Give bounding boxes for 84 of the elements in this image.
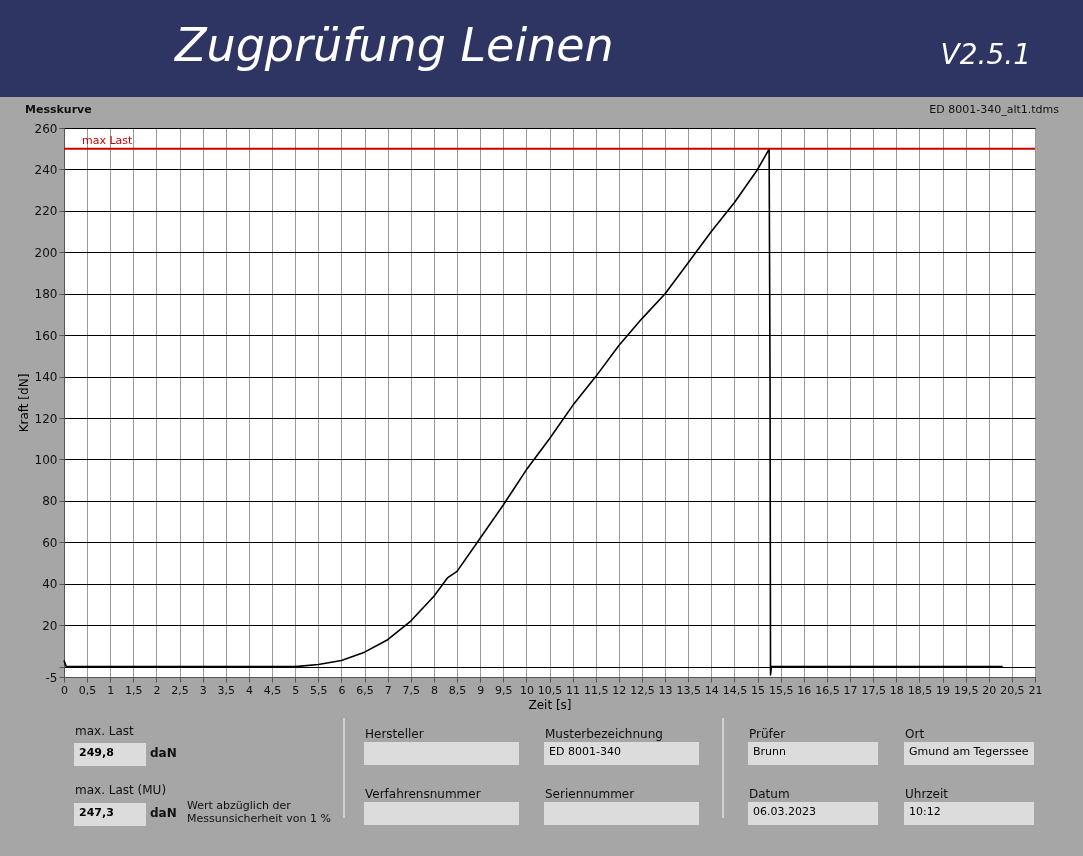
text: 247,3 [74, 803, 146, 826]
x-tick-label: 7 [384, 683, 392, 697]
text: max. Last (MU) [75, 783, 167, 797]
y-tick-label: 80 [42, 494, 58, 509]
text: 249,8 [74, 743, 146, 766]
x-tick-label: 2,5 [171, 683, 189, 697]
text: Messkurve [25, 103, 92, 116]
y-tick-label: 260 [34, 121, 58, 136]
text: 06.03.2023 [748, 802, 878, 825]
x-tick-label: 6,5 [356, 683, 374, 697]
x-tick-label: 14,5 [722, 683, 748, 697]
y-tick-label: 120 [34, 411, 58, 426]
x-axis-title: Zeit [s] [528, 697, 572, 712]
y-tick-label: 160 [34, 328, 58, 343]
x-tick-label: 9,5 [495, 683, 513, 697]
x-tick-label: 5,5 [310, 683, 328, 697]
x-tick-label: 19 [936, 683, 951, 697]
x-tick-label: 5 [292, 683, 300, 697]
y-tick-label: 180 [34, 287, 58, 302]
x-tick-label: 1,5 [125, 683, 143, 697]
x-tick-label: 0 [61, 683, 68, 697]
text: ED 8001-340 [544, 742, 699, 765]
x-tick-label: 10 [519, 683, 534, 697]
y-tick-label: 20 [42, 618, 58, 633]
x-tick-label: 1 [107, 683, 115, 697]
x-tick-label: 17 [843, 683, 858, 697]
y-tick-label: 220 [34, 204, 58, 219]
x-tick-label: 18 [889, 683, 904, 697]
x-tick-label: 17,5 [861, 683, 886, 697]
x-tick-label: 19,5 [953, 683, 979, 697]
x-tick-label: 6 [338, 683, 346, 697]
ref-line-label: max Last [82, 133, 134, 147]
y-tick-label: 60 [42, 535, 58, 550]
x-tick-label: 12 [612, 683, 627, 697]
x-tick-label: 9 [477, 683, 485, 697]
y-axis-title: Kraft [dN] [16, 373, 31, 433]
y-tick-label: 200 [34, 245, 58, 260]
text: ED 8001-340_alt1.tdms [929, 103, 1059, 116]
y-tick-label: 100 [34, 452, 58, 467]
chart-title: Zugprüfung Leinen [175, 18, 614, 72]
x-tick-label: 8 [430, 683, 438, 697]
text: Seriennummer [545, 787, 635, 801]
chart-subtitle: V2.5.1 [940, 38, 1031, 71]
text: max. Last [75, 724, 134, 738]
x-tick-label: 15 [751, 683, 766, 697]
text: Datum [749, 787, 790, 801]
x-tick-label: 14 [704, 683, 719, 697]
x-tick-label: 18,5 [907, 683, 933, 697]
y-tick-label: 140 [34, 370, 58, 385]
x-tick-label: 8,5 [448, 683, 467, 697]
x-tick-label: 16 [797, 683, 812, 697]
text: Uhrzeit [905, 787, 949, 801]
text: Musterbezeichnung [545, 727, 663, 741]
x-tick-label: 10,5 [537, 683, 563, 697]
x-tick-label: 20 [982, 683, 997, 697]
x-tick-label: 2 [153, 683, 161, 697]
x-tick-label: 13,5 [676, 683, 701, 697]
x-tick-label: 0,5 [78, 683, 97, 697]
text: Prüfer [749, 727, 786, 741]
text: Gmund am Tegerssee [904, 742, 1034, 765]
y-tick-label: 240 [34, 162, 58, 177]
x-tick-label: 3,5 [217, 683, 236, 697]
x-tick-label: 15,5 [768, 683, 794, 697]
y-tick-label: 40 [42, 577, 58, 592]
y-tick-label: -5 [45, 670, 58, 685]
text: Verfahrensnummer [365, 787, 481, 801]
x-tick-label: 11 [566, 683, 581, 697]
x-tick-label: 13 [658, 683, 673, 697]
text: Hersteller [365, 727, 424, 741]
text: daN [150, 746, 177, 760]
x-tick-label: 7,5 [402, 683, 421, 697]
text: daN [150, 806, 177, 820]
x-tick-label: 20,5 [1000, 683, 1025, 697]
x-tick-label: 21 [1028, 683, 1043, 697]
x-tick-label: 4 [245, 683, 253, 697]
text: Ort [905, 727, 925, 741]
x-tick-label: 11,5 [583, 683, 609, 697]
text: Brunn [748, 742, 878, 765]
x-tick-label: 3 [199, 683, 207, 697]
x-tick-label: 16,5 [815, 683, 840, 697]
x-tick-label: 12,5 [630, 683, 655, 697]
text: 10:12 [904, 802, 1034, 825]
x-tick-label: 4,5 [263, 683, 282, 697]
text: Wert abzüglich der Messunsicherheit von 1 % [187, 799, 332, 825]
